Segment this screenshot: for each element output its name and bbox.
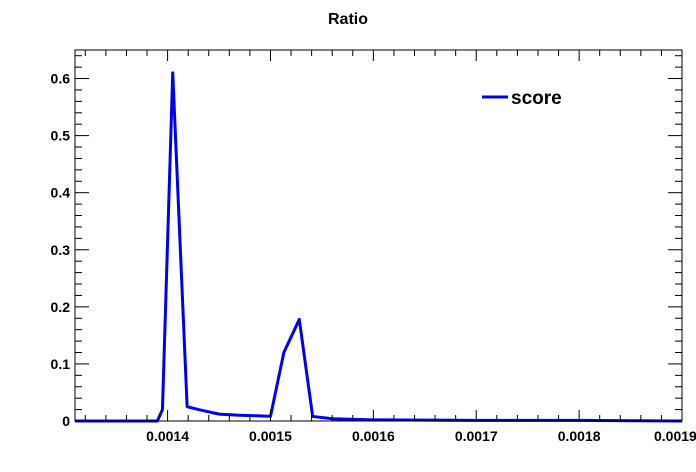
x-tick-label: 0.0018 — [558, 428, 601, 444]
y-tick-label: 0.2 — [51, 299, 71, 315]
legend-label-score: score — [511, 88, 562, 109]
series-line-score — [75, 71, 683, 423]
x-tick-label: 0.0014 — [146, 428, 189, 444]
y-tick-label: 0.3 — [51, 242, 71, 258]
x-tick-label: 0.0016 — [352, 428, 395, 444]
x-tick-label: 0.0017 — [455, 428, 498, 444]
legend: score — [482, 88, 562, 109]
x-tick-label: 0.0015 — [249, 428, 292, 444]
axes: 0 0.1 0.2 0.3 0.4 0.5 0.6 0.0014 0.0015 0.0016 0.0… — [51, 50, 696, 444]
y-tick-label: 0.1 — [51, 356, 71, 372]
y-tick-label: 0.5 — [51, 128, 71, 144]
plot-frame — [74, 49, 683, 422]
chart-title: Ratio — [328, 11, 368, 28]
y-tick-label: 0 — [62, 413, 70, 429]
y-tick-label: 0.6 — [51, 71, 71, 87]
y-tick-label: 0.4 — [51, 185, 71, 201]
x-tick-label: 0.0019 — [654, 428, 696, 444]
